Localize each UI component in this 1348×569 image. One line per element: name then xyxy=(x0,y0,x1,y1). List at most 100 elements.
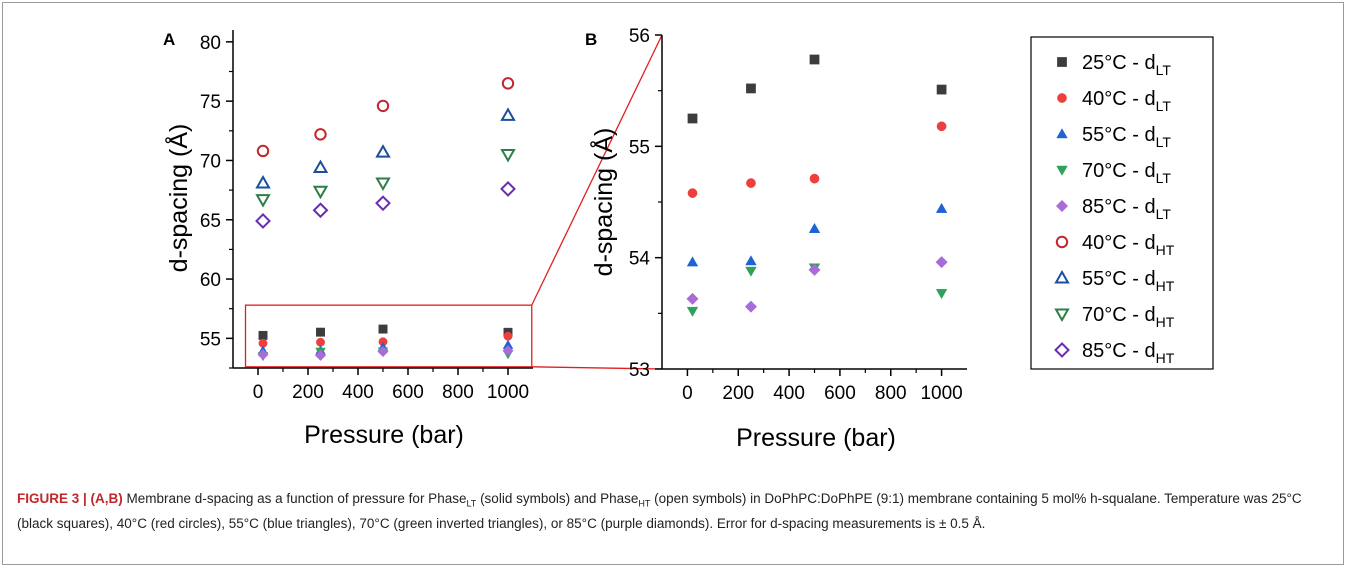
data-point xyxy=(745,266,757,277)
panel-a-ytick-label: 55 xyxy=(200,329,221,350)
legend-label-main: 40°C - d xyxy=(1082,232,1156,254)
panel-b-ytick-label: 53 xyxy=(629,360,650,381)
panel-a-series-25C-LT xyxy=(258,324,513,340)
panel-a-ytick-label: 80 xyxy=(200,33,221,54)
data-point xyxy=(314,349,327,362)
data-point xyxy=(503,331,513,341)
panel-a-series-55C-HT xyxy=(255,107,516,189)
panel-a-ytick-label: 65 xyxy=(200,211,221,232)
data-point xyxy=(936,121,947,132)
panel-a-xtick-label: 1000 xyxy=(487,382,529,403)
legend-label-main: 25°C - d xyxy=(1082,52,1156,74)
zoom-box xyxy=(244,304,533,368)
data-point xyxy=(375,144,391,158)
legend-marker xyxy=(1054,342,1070,358)
data-point xyxy=(316,327,325,337)
data-point xyxy=(255,194,271,208)
panel-b-xtick-label: 600 xyxy=(824,383,856,404)
panel-b-letter: B xyxy=(585,30,597,49)
data-point xyxy=(312,159,329,174)
data-point xyxy=(687,188,698,198)
panel-b-series-25C-LT xyxy=(687,54,947,124)
legend-label: 85°C - dLT xyxy=(1082,196,1171,222)
panel-b-xtick-label: 1000 xyxy=(920,383,962,404)
legend-marker xyxy=(1055,199,1069,213)
legend-label: 25°C - dLT xyxy=(1082,52,1171,78)
legend-label-sub: HT xyxy=(1156,278,1175,294)
legend-label-sub: HT xyxy=(1156,314,1175,330)
legend-label: 70°C - dLT xyxy=(1082,160,1171,186)
data-point xyxy=(378,324,388,334)
legend-label-sub: HT xyxy=(1156,242,1175,258)
caption-subscript: LT xyxy=(466,498,477,509)
data-point xyxy=(935,289,948,300)
zoom-connector-bottom xyxy=(531,366,663,370)
caption-text: (solid symbols) and Phase xyxy=(476,491,639,506)
panel-b-ytick-label: 54 xyxy=(629,249,651,270)
data-point xyxy=(935,202,948,213)
panel-b-ytick-label: 56 xyxy=(629,26,650,47)
panel-b-xtick-label: 800 xyxy=(875,383,907,404)
panel-a-xtick-label: 800 xyxy=(442,382,474,403)
caption-text: Membrane d-spacing as a function of pres… xyxy=(122,491,467,506)
legend-label-sub: LT xyxy=(1156,170,1172,186)
data-point xyxy=(312,202,329,219)
legend-label-main: 55°C - d xyxy=(1082,124,1156,146)
data-point xyxy=(809,173,820,184)
data-point xyxy=(686,292,699,305)
legend-label: 40°C - dHT xyxy=(1082,232,1175,258)
legend-marker xyxy=(1057,93,1067,103)
figure-caption: FIGURE 3 | (A,B) Membrane d-spacing as a… xyxy=(17,489,1327,534)
legend-label-sub: HT xyxy=(1156,350,1175,366)
legend-label: 85°C - dHT xyxy=(1082,340,1175,366)
panel-a-xtick-label: 200 xyxy=(292,382,324,403)
panel-b-ytick-label: 55 xyxy=(629,137,650,158)
panel-a-series-70C-HT xyxy=(255,149,516,208)
data-point xyxy=(936,84,947,95)
panel-a-ytick-label: 75 xyxy=(200,92,221,113)
data-point xyxy=(316,337,325,347)
caption-text: (open symbols) in DoPhPC:DoPhPE (9:1) me… xyxy=(17,491,1302,531)
panel-a-series-85C-HT xyxy=(255,181,516,229)
data-point xyxy=(687,113,698,124)
data-point xyxy=(808,222,821,233)
panel-a-ytick-label: 60 xyxy=(200,270,221,291)
legend-marker xyxy=(1054,270,1070,284)
panel-a-xlabel: Pressure (bar) xyxy=(304,421,464,449)
data-point xyxy=(501,77,515,90)
data-point xyxy=(744,300,758,313)
legend-label-sub: LT xyxy=(1156,134,1172,150)
data-point xyxy=(809,54,820,65)
panel-a-xtick-label: 600 xyxy=(392,382,424,403)
legend-marker xyxy=(1054,308,1070,322)
legend-marker xyxy=(1055,235,1069,249)
legend-label: 55°C - dLT xyxy=(1082,124,1171,150)
data-point xyxy=(314,128,327,141)
panel-b-xlabel: Pressure (bar) xyxy=(736,424,896,452)
panel-a-ytick-label: 70 xyxy=(200,151,221,172)
panel-b-series-85C-LT xyxy=(686,256,948,313)
legend-label-sub: LT xyxy=(1156,206,1172,222)
panel-b: B 53 54 55 56 0 200 400 600 800 1000 Pressure (bar)… xyxy=(585,26,967,452)
data-point xyxy=(746,178,756,188)
legend-label-main: 70°C - d xyxy=(1082,160,1156,182)
panel-b-series-55C-LT xyxy=(686,202,948,267)
data-point xyxy=(502,345,514,357)
legend-label-main: 85°C - d xyxy=(1082,340,1156,362)
caption-label: FIGURE 3 | (A,B) xyxy=(17,491,123,506)
caption-subscript: HT xyxy=(638,498,651,509)
panel-a-xtick-label: 0 xyxy=(253,382,264,403)
legend-label: 55°C - dHT xyxy=(1082,268,1175,294)
legend-label-main: 70°C - d xyxy=(1082,304,1156,326)
data-point xyxy=(377,345,389,358)
data-point xyxy=(258,330,268,340)
panel-a-series-40C-LT xyxy=(258,331,513,348)
data-point xyxy=(256,144,270,158)
panel-a-series-85C-LT xyxy=(257,345,514,362)
data-point xyxy=(255,213,271,229)
data-point xyxy=(375,177,391,191)
